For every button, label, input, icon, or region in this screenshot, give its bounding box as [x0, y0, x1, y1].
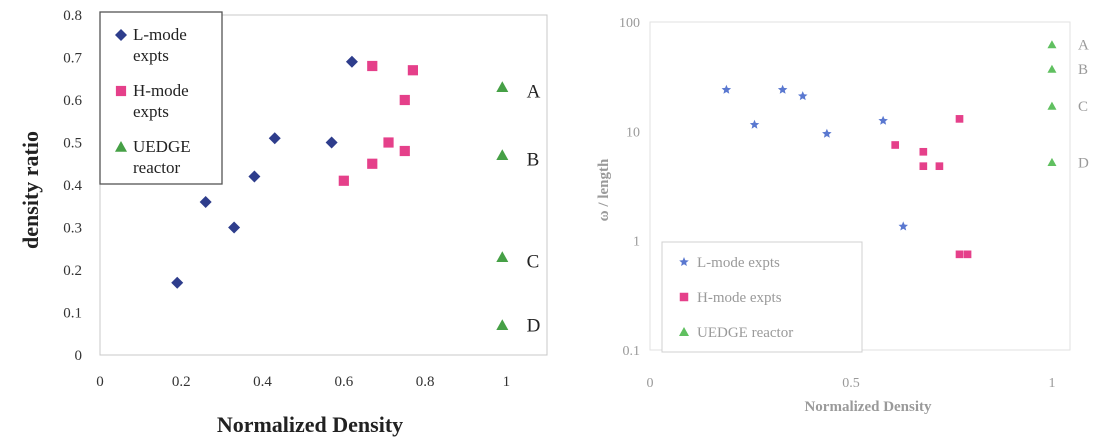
left-x-tick-label: 1 — [503, 374, 511, 390]
l-mode-expts-point — [345, 55, 358, 68]
left-legend-box — [99, 11, 223, 185]
right-data-points — [721, 40, 1057, 259]
left-y-tick-label: 0.6 — [63, 93, 82, 109]
legend-h-mode-expts-marker — [115, 85, 127, 97]
h-mode-expts-point — [935, 162, 944, 171]
legend-l-mode-expts-marker — [679, 257, 689, 266]
right-y-ticks: 0.1 1 10 100 — [619, 16, 640, 359]
left-x-tick-label: 0.4 — [253, 374, 272, 390]
h-mode-expts-point — [407, 65, 418, 76]
left-plot-area — [99, 14, 548, 356]
left-y-axis-label: density ratio — [18, 131, 43, 249]
h-mode-expts-point — [383, 137, 394, 148]
legend-uedge-reactor-marker — [679, 327, 689, 336]
right-legend-h-mode-expts-label: H-mode expts — [697, 290, 782, 306]
h-mode-expts-point — [399, 145, 410, 157]
uedge-reactor-point — [496, 149, 509, 161]
right-legend-l-mode-expts-label: L-mode expts — [697, 255, 780, 271]
right-legend-box — [661, 241, 863, 353]
l-mode-expts-point — [721, 84, 732, 94]
uedge-reactor-point — [496, 251, 509, 263]
right-annotation-b: B — [1078, 62, 1088, 78]
right-annotation-d: D — [1078, 155, 1089, 171]
left-y-tick-label: 0.1 — [63, 306, 82, 322]
h-mode-expts-point — [955, 250, 964, 259]
h-mode-expts-point — [338, 175, 349, 186]
l-mode-expts-point — [878, 115, 888, 125]
right-annotation-c: C — [1078, 99, 1088, 115]
l-mode-expts-point — [268, 132, 281, 145]
left-annotation-a: A — [527, 82, 541, 103]
l-mode-expts-point — [798, 91, 808, 101]
right-x-tick-label: 1 — [1048, 376, 1055, 391]
left-x-tick-label: 0 — [96, 374, 104, 390]
right-x-ticks: 0 0.5 1 — [647, 376, 1056, 391]
left-legend-uedge-reactor-label: UEDGE reactor — [133, 137, 191, 177]
uedge-reactor-point — [1047, 101, 1057, 110]
right-y-tick-label: 1 — [633, 235, 640, 250]
h-mode-expts-point — [919, 147, 928, 156]
right-x-axis-label: Normalized Density — [804, 399, 932, 415]
left-legend-l-mode-expts-label: L-mode expts — [133, 25, 187, 65]
right-legend: L-mode expts H-mode expts UEDGE reactor — [661, 241, 863, 353]
left-annotation-d: D — [527, 315, 541, 336]
l-mode-expts-point — [228, 221, 241, 234]
left-x-axis-label: Normalized Density — [217, 412, 403, 437]
legend-l-mode-expts-marker — [115, 29, 127, 41]
right-y-tick-label: 10 — [626, 125, 640, 140]
right-legend-uedge-reactor-label: UEDGE reactor — [697, 325, 793, 341]
left-x-ticks: 0 0.2 0.4 0.6 0.8 1 — [96, 374, 510, 390]
l-mode-expts-point — [199, 196, 212, 208]
right-annotations: AB C D — [1078, 38, 1089, 172]
left-annotations: A B C D — [527, 82, 541, 337]
l-mode-expts-point — [822, 128, 832, 138]
h-mode-expts-point — [891, 141, 900, 149]
right-y-axis-label: ω / length — [596, 158, 612, 221]
h-mode-expts-point — [963, 250, 972, 259]
left-annotation-c: C — [527, 252, 540, 273]
uedge-reactor-point — [1047, 157, 1057, 166]
right-x-tick-label: 0 — [647, 376, 654, 391]
l-mode-expts-point — [171, 276, 184, 289]
legend-h-mode-expts-marker — [679, 292, 689, 302]
right-annotation-a: A — [1078, 38, 1089, 54]
left-y-tick-label: 0.8 — [63, 8, 82, 24]
left-legend-h-mode-expts-label: H-mode expts — [133, 81, 189, 121]
l-mode-expts-point — [749, 119, 760, 129]
left-annotation-b: B — [527, 150, 540, 171]
left-legend: L-mode expts H-mode expts UEDGE reactor — [99, 11, 223, 185]
left-chart: 0 0.1 0.2 0.3 0.4 0.5 0.6 0.7 0.8 0 0.2 0.4 0.6 0.8 1… — [18, 8, 548, 437]
left-x-tick-label: 0.2 — [172, 374, 191, 390]
left-y-tick-label: 0.5 — [63, 136, 82, 152]
l-mode-expts-point — [777, 84, 788, 94]
left-x-tick-label: 0.6 — [334, 374, 353, 390]
right-y-tick-label: 0.1 — [623, 344, 641, 359]
left-y-tick-label: 0.3 — [63, 221, 82, 237]
h-mode-expts-point — [367, 158, 378, 169]
left-y-ticks: 0 0.1 0.2 0.3 0.4 0.5 0.6 0.7 0.8 — [63, 8, 82, 364]
uedge-reactor-point — [1047, 64, 1057, 73]
left-x-tick-label: 0.8 — [416, 374, 435, 390]
legend-uedge-reactor-marker — [115, 141, 127, 152]
left-y-tick-label: 0 — [75, 348, 83, 364]
uedge-reactor-point — [496, 319, 509, 331]
l-mode-expts-point — [325, 136, 338, 149]
right-x-tick-label: 0.5 — [842, 376, 860, 391]
left-y-tick-label: 0.7 — [63, 51, 82, 67]
uedge-reactor-point — [1047, 40, 1057, 49]
h-mode-expts-point — [955, 115, 964, 123]
h-mode-expts-point — [919, 162, 928, 171]
h-mode-expts-point — [399, 94, 410, 106]
h-mode-expts-point — [367, 60, 378, 72]
l-mode-expts-point — [898, 221, 908, 231]
uedge-reactor-point — [496, 81, 509, 93]
l-mode-expts-point — [248, 170, 261, 183]
right-y-tick-label: 100 — [619, 16, 640, 31]
left-y-tick-label: 0.4 — [63, 178, 82, 194]
left-data-points — [171, 55, 509, 331]
left-y-tick-label: 0.2 — [63, 263, 82, 279]
